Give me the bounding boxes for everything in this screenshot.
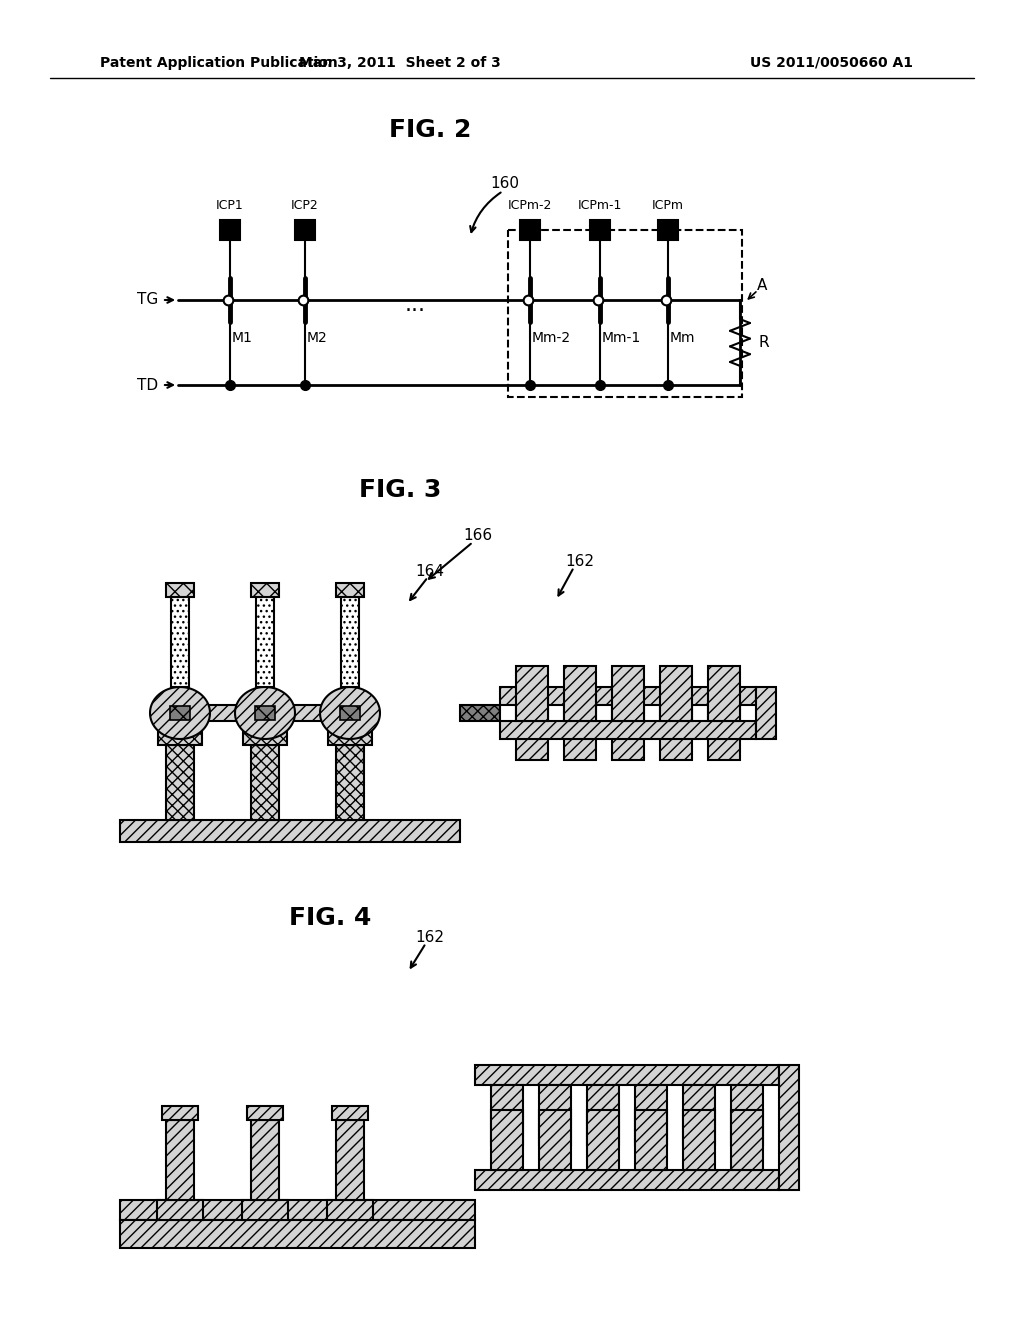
Text: Mm: Mm: [670, 331, 695, 345]
Text: TD: TD: [137, 378, 158, 392]
Bar: [635, 1110, 667, 1170]
Text: Mm-2: Mm-2: [532, 331, 571, 345]
Bar: [166, 583, 194, 597]
Bar: [120, 1200, 475, 1220]
Bar: [731, 1085, 763, 1144]
Text: ICPm-1: ICPm-1: [578, 199, 623, 213]
Bar: [612, 705, 644, 760]
Text: Mm-1: Mm-1: [602, 331, 641, 345]
Bar: [208, 705, 237, 721]
Bar: [658, 220, 678, 240]
Bar: [251, 744, 279, 820]
Text: M1: M1: [232, 331, 253, 345]
Bar: [242, 1200, 288, 1220]
Bar: [683, 1085, 715, 1144]
Text: ICP2: ICP2: [291, 199, 318, 213]
Bar: [327, 1200, 373, 1220]
Bar: [587, 1110, 618, 1170]
Text: ...: ...: [404, 294, 426, 315]
Bar: [660, 667, 692, 721]
Bar: [220, 220, 240, 240]
Text: Patent Application Publication: Patent Application Publication: [100, 55, 338, 70]
Polygon shape: [234, 686, 295, 739]
Bar: [340, 706, 360, 719]
Text: FIG. 4: FIG. 4: [289, 906, 371, 931]
Bar: [612, 667, 644, 721]
Text: 162: 162: [416, 929, 444, 945]
Bar: [475, 1065, 779, 1085]
Bar: [590, 220, 610, 240]
Bar: [708, 667, 740, 721]
Text: Mar. 3, 2011  Sheet 2 of 3: Mar. 3, 2011 Sheet 2 of 3: [299, 55, 501, 70]
Bar: [255, 706, 275, 719]
Text: 162: 162: [565, 554, 595, 569]
Bar: [587, 1085, 618, 1144]
Bar: [683, 1110, 715, 1170]
Bar: [539, 1110, 571, 1170]
Polygon shape: [150, 686, 210, 739]
Text: ICPm: ICPm: [652, 199, 684, 213]
Text: A: A: [757, 279, 767, 293]
Bar: [500, 686, 756, 705]
Bar: [158, 731, 202, 744]
Bar: [247, 1106, 283, 1119]
Bar: [171, 597, 189, 686]
Bar: [731, 1110, 763, 1170]
Bar: [336, 583, 364, 597]
Bar: [336, 744, 364, 820]
Bar: [660, 705, 692, 760]
Text: 160: 160: [490, 176, 519, 190]
Bar: [564, 667, 596, 721]
Bar: [166, 1119, 194, 1200]
Bar: [520, 220, 540, 240]
Bar: [635, 1085, 667, 1144]
Text: ICP1: ICP1: [216, 199, 244, 213]
Text: 166: 166: [464, 528, 493, 544]
Bar: [490, 1110, 523, 1170]
Bar: [490, 1085, 523, 1144]
Bar: [166, 744, 194, 820]
Bar: [120, 1220, 475, 1247]
Bar: [341, 597, 359, 686]
Bar: [162, 1106, 198, 1119]
Bar: [328, 731, 372, 744]
Bar: [295, 220, 315, 240]
Text: ICPm-2: ICPm-2: [508, 199, 552, 213]
Bar: [157, 1200, 203, 1220]
Bar: [756, 686, 776, 739]
Text: FIG. 2: FIG. 2: [389, 117, 471, 143]
Bar: [516, 667, 548, 721]
Bar: [256, 597, 274, 686]
Polygon shape: [319, 686, 380, 739]
Bar: [708, 705, 740, 760]
Bar: [779, 1065, 799, 1191]
Text: US 2011/0050660 A1: US 2011/0050660 A1: [750, 55, 913, 70]
Bar: [539, 1085, 571, 1144]
Bar: [460, 705, 500, 721]
Bar: [170, 706, 190, 719]
Bar: [293, 705, 322, 721]
Bar: [243, 731, 287, 744]
Text: M2: M2: [307, 331, 328, 345]
Text: FIG. 3: FIG. 3: [358, 478, 441, 502]
Bar: [508, 230, 742, 397]
Bar: [475, 1170, 779, 1191]
Text: 164: 164: [416, 565, 444, 579]
Bar: [332, 1106, 368, 1119]
Bar: [120, 820, 460, 842]
Bar: [516, 705, 548, 760]
Bar: [500, 721, 756, 739]
Bar: [564, 705, 596, 760]
Text: TG: TG: [137, 293, 158, 308]
Bar: [251, 583, 279, 597]
Bar: [336, 1119, 364, 1200]
Bar: [251, 1119, 279, 1200]
Text: R: R: [758, 335, 769, 350]
